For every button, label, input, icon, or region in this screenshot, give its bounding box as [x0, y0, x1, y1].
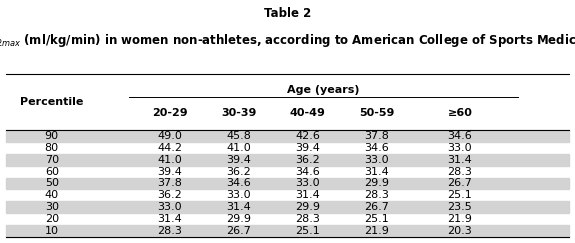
Text: 29.9: 29.9 [295, 202, 320, 212]
Text: 49.0: 49.0 [157, 131, 182, 141]
Text: VO$_{2max}$ (ml/kg/min) in women non-athletes, according to American College of : VO$_{2max}$ (ml/kg/min) in women non-ath… [0, 32, 575, 49]
Text: 39.4: 39.4 [295, 143, 320, 153]
Text: 28.3: 28.3 [447, 167, 473, 177]
Text: Age (years): Age (years) [287, 85, 360, 95]
Text: 80: 80 [45, 143, 59, 153]
Text: 36.2: 36.2 [157, 190, 182, 200]
Text: 34.6: 34.6 [364, 143, 389, 153]
Text: 30-39: 30-39 [221, 108, 256, 118]
Text: 34.6: 34.6 [226, 178, 251, 189]
Bar [6, 178, 569, 189]
Text: 39.4: 39.4 [157, 167, 182, 177]
Bar [6, 154, 569, 166]
Text: 25.1: 25.1 [364, 214, 389, 224]
Text: 31.4: 31.4 [226, 202, 251, 212]
Text: 28.3: 28.3 [157, 226, 182, 236]
Text: 31.4: 31.4 [295, 190, 320, 200]
Text: 50: 50 [45, 178, 59, 189]
Text: 26.7: 26.7 [447, 178, 473, 189]
Text: 37.8: 37.8 [157, 178, 182, 189]
Text: 25.1: 25.1 [447, 190, 473, 200]
Text: 90: 90 [45, 131, 59, 141]
Text: 28.3: 28.3 [364, 190, 389, 200]
Text: 33.0: 33.0 [158, 202, 182, 212]
Text: ≥60: ≥60 [447, 108, 473, 118]
Text: 44.2: 44.2 [157, 143, 182, 153]
Text: 40-49: 40-49 [290, 108, 325, 118]
Text: 28.3: 28.3 [295, 214, 320, 224]
Text: 26.7: 26.7 [226, 226, 251, 236]
Text: 29.9: 29.9 [364, 178, 389, 189]
Text: 33.0: 33.0 [227, 190, 251, 200]
Text: 10: 10 [45, 226, 59, 236]
Text: 20.3: 20.3 [447, 226, 473, 236]
Text: 50-59: 50-59 [359, 108, 394, 118]
Text: 25.1: 25.1 [295, 226, 320, 236]
Text: 45.8: 45.8 [226, 131, 251, 141]
Text: 21.9: 21.9 [364, 226, 389, 236]
Text: 34.6: 34.6 [447, 131, 473, 141]
Text: 29.9: 29.9 [226, 214, 251, 224]
Text: 33.0: 33.0 [448, 143, 472, 153]
Text: Table 2: Table 2 [264, 7, 311, 20]
Bar [6, 130, 569, 142]
Text: 37.8: 37.8 [364, 131, 389, 141]
Text: 23.5: 23.5 [447, 202, 473, 212]
Text: 60: 60 [45, 167, 59, 177]
Bar [6, 225, 569, 237]
Text: 31.4: 31.4 [447, 155, 473, 165]
Text: 20-29: 20-29 [152, 108, 187, 118]
Text: 41.0: 41.0 [157, 155, 182, 165]
Text: 36.2: 36.2 [226, 167, 251, 177]
Text: 70: 70 [45, 155, 59, 165]
Text: 33.0: 33.0 [296, 178, 320, 189]
Text: 41.0: 41.0 [226, 143, 251, 153]
Text: 31.4: 31.4 [364, 167, 389, 177]
Text: 26.7: 26.7 [364, 202, 389, 212]
Text: 42.6: 42.6 [295, 131, 320, 141]
Text: 20: 20 [45, 214, 59, 224]
Text: 36.2: 36.2 [295, 155, 320, 165]
Text: 21.9: 21.9 [447, 214, 473, 224]
Text: 30: 30 [45, 202, 59, 212]
Text: 31.4: 31.4 [157, 214, 182, 224]
Text: 40: 40 [45, 190, 59, 200]
Text: 33.0: 33.0 [365, 155, 389, 165]
Text: 39.4: 39.4 [226, 155, 251, 165]
Text: 34.6: 34.6 [295, 167, 320, 177]
Text: Percentile: Percentile [20, 97, 83, 107]
Bar [6, 201, 569, 213]
